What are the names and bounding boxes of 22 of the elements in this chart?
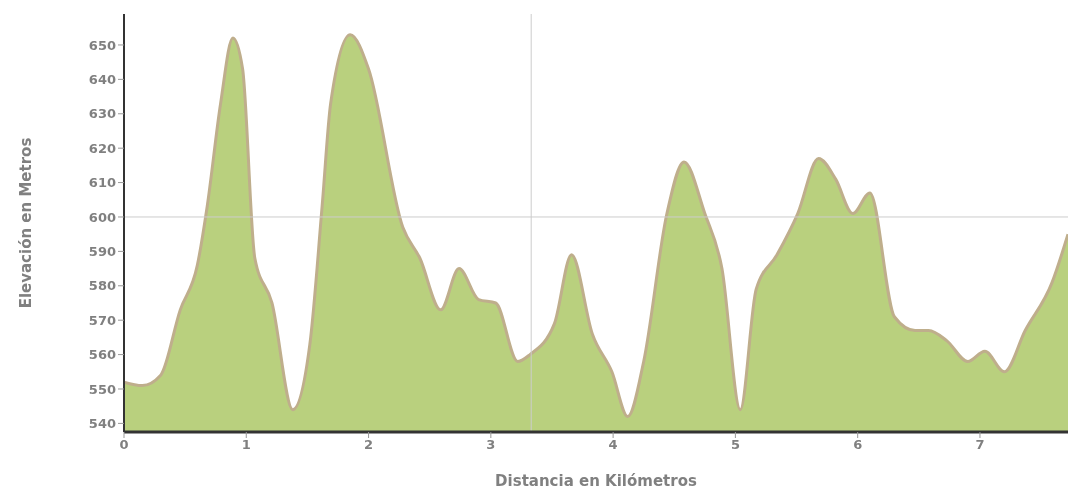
y-tick-label: 560: [88, 347, 116, 363]
x-tick-label: 1: [241, 437, 251, 453]
x-tick-label: 3: [486, 437, 496, 453]
x-tick-label: 4: [608, 437, 618, 453]
x-axis-title: Distancia en Kilómetros: [495, 472, 697, 490]
y-tick-label: 610: [88, 175, 116, 191]
x-tick-label: 5: [730, 437, 740, 453]
y-tick-label: 650: [88, 37, 116, 53]
y-tick-label: 550: [88, 381, 116, 397]
y-tick-label: 620: [88, 140, 116, 156]
y-tick-label: 630: [88, 106, 116, 122]
y-tick-label: 580: [88, 278, 116, 294]
y-tick-label: 570: [88, 312, 116, 328]
x-tick-label: 0: [119, 437, 129, 453]
y-tick-label: 640: [88, 71, 116, 87]
y-tick-label: 600: [88, 209, 116, 225]
x-tick-label: 7: [975, 437, 985, 453]
y-axis-title: Elevación en Metros: [17, 137, 36, 309]
y-tick-label: 590: [88, 244, 116, 259]
x-tick-label: 2: [364, 437, 374, 453]
x-tick-label: 6: [853, 437, 863, 453]
y-tick-label: 540: [88, 416, 116, 432]
